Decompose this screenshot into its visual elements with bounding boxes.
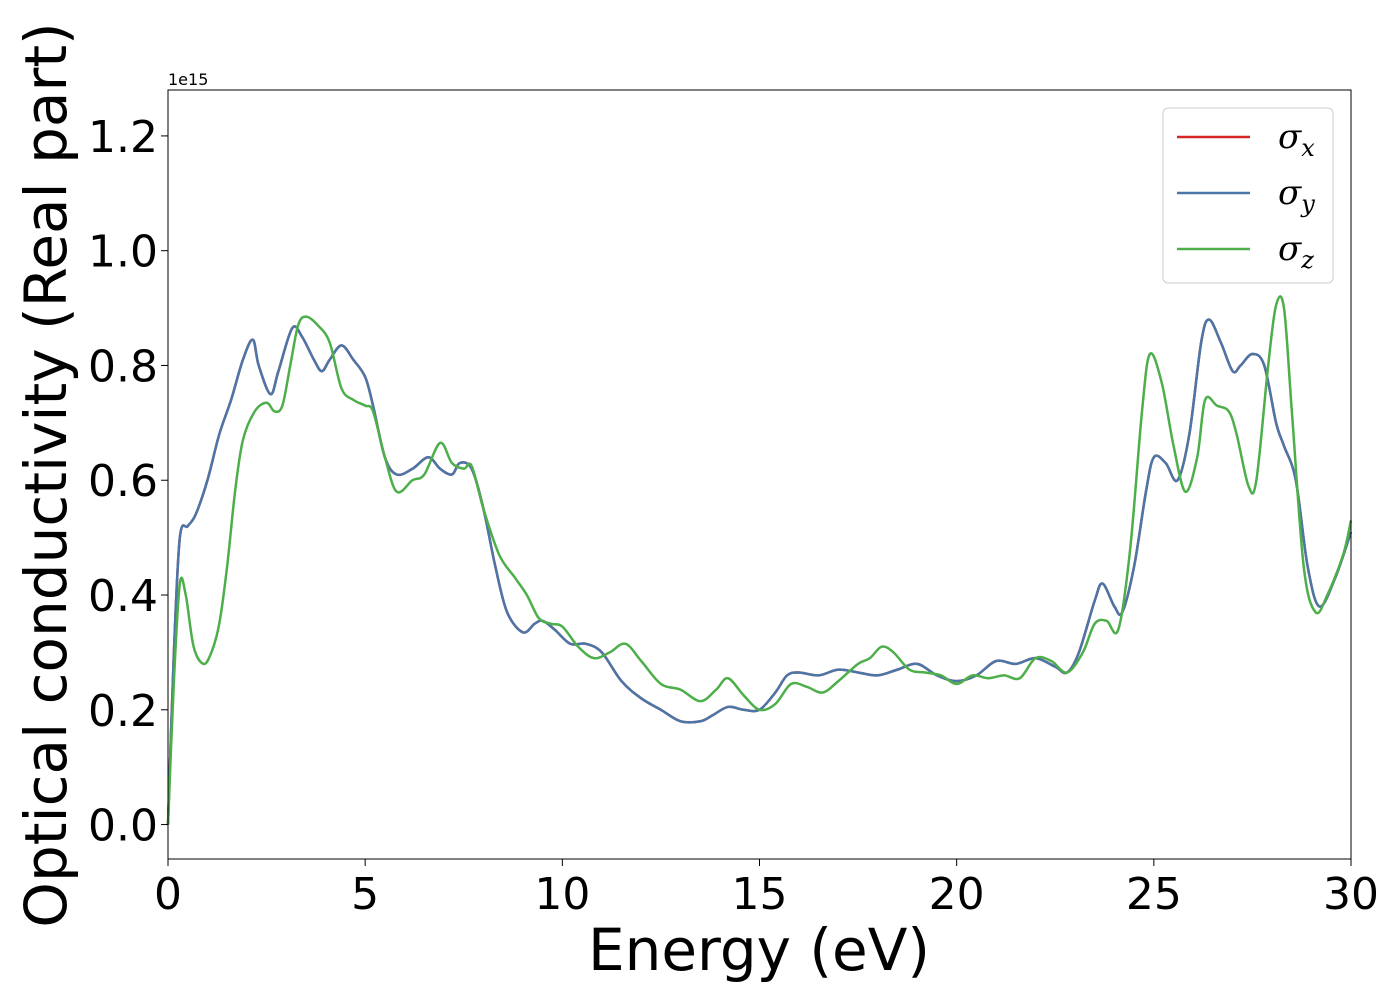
y-tick-label: 1.0 xyxy=(88,227,158,278)
x-tick-label: 10 xyxy=(534,869,590,920)
legend-subscript: x xyxy=(1301,134,1315,162)
legend-subscript: y xyxy=(1300,190,1315,218)
x-axis-ticks: 0 5 10 15 20 25 30 xyxy=(154,859,1379,920)
legend-subscript: z xyxy=(1300,246,1314,274)
legend-symbol: σ xyxy=(1278,229,1302,269)
legend-label-y: σy xyxy=(1278,173,1315,218)
legend-symbol: σ xyxy=(1278,117,1302,157)
legend-label-z: σz xyxy=(1278,229,1314,274)
y-axis-label: Optical conductivity (Real part) xyxy=(12,22,80,927)
x-tick-label: 20 xyxy=(929,869,985,920)
x-tick-label: 30 xyxy=(1323,869,1379,920)
x-axis-label: Energy (eV) xyxy=(588,916,930,984)
plot-area-background xyxy=(168,90,1351,859)
series-layer xyxy=(166,295,1353,825)
x-tick-label: 0 xyxy=(154,869,182,920)
y-tick-label: 0.6 xyxy=(88,456,158,507)
y-offset-label: 1e15 xyxy=(168,70,208,89)
legend-label-x: σx xyxy=(1278,117,1315,162)
x-tick-label: 15 xyxy=(732,869,788,920)
series-line-z xyxy=(166,295,1353,825)
y-tick-label: 0.8 xyxy=(88,341,158,392)
legend-symbol: σ xyxy=(1278,173,1302,213)
legend-box xyxy=(1162,107,1334,284)
x-tick-label: 5 xyxy=(351,869,379,920)
x-tick-label: 25 xyxy=(1126,869,1182,920)
y-tick-label: 0.2 xyxy=(88,686,158,737)
y-axis-ticks: 0.0 0.2 0.4 0.6 0.8 1.0 1.2 xyxy=(88,112,168,852)
y-tick-label: 1.2 xyxy=(88,112,158,163)
series-line-y xyxy=(166,318,1353,825)
y-tick-label: 0.4 xyxy=(88,571,158,622)
y-tick-label: 0.0 xyxy=(88,801,158,852)
